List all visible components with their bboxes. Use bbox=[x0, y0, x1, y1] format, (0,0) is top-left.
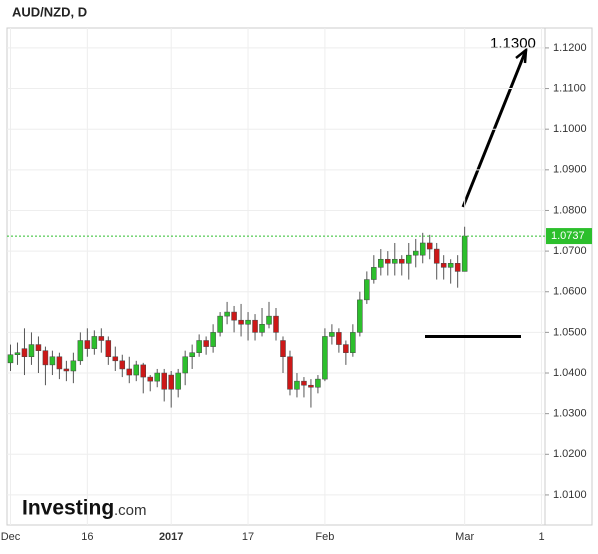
candle-body bbox=[154, 372, 160, 382]
y-tick-label: 1.0100 bbox=[553, 489, 587, 501]
candle-body bbox=[238, 319, 244, 325]
candle-body bbox=[175, 372, 181, 390]
candle-body bbox=[28, 344, 35, 358]
candle-body bbox=[168, 374, 174, 390]
candle-body bbox=[21, 348, 28, 358]
candle-body bbox=[245, 319, 251, 325]
y-tick-label: 1.0500 bbox=[553, 326, 587, 338]
x-tick-label: Dec bbox=[1, 531, 21, 543]
candle-body bbox=[350, 332, 356, 353]
y-tick-label: 1.0700 bbox=[553, 245, 587, 257]
frame bbox=[6, 27, 593, 526]
logo: Investing bbox=[22, 497, 114, 520]
candle-body bbox=[294, 380, 300, 390]
y-tick-label: 1.0200 bbox=[553, 448, 587, 460]
candle-body bbox=[126, 368, 133, 376]
candle-body bbox=[14, 352, 21, 355]
candle-body bbox=[357, 299, 363, 333]
last-price-label: 1.0737 bbox=[551, 230, 585, 242]
candle-body bbox=[133, 364, 140, 376]
candle-body bbox=[273, 315, 279, 333]
candle-body bbox=[112, 356, 119, 362]
candle-body bbox=[231, 311, 237, 321]
candle-body bbox=[70, 360, 77, 372]
candle-body bbox=[49, 356, 56, 366]
candle-body bbox=[147, 376, 153, 382]
candle-body bbox=[98, 336, 105, 341]
last-price-box bbox=[546, 228, 592, 245]
candle-body bbox=[426, 242, 433, 250]
candle-body bbox=[419, 242, 426, 256]
candle-body bbox=[336, 332, 342, 345]
candle-body bbox=[461, 235, 468, 272]
candle-body bbox=[301, 380, 307, 386]
candle-body bbox=[161, 372, 167, 390]
x-tick-label: 2017 bbox=[159, 531, 183, 543]
candle-body bbox=[105, 340, 112, 358]
y-tick-label: 1.0900 bbox=[553, 164, 587, 176]
candle-body bbox=[63, 368, 70, 372]
logo-suffix: .com bbox=[114, 502, 147, 519]
y-tick-label: 1.0400 bbox=[553, 367, 587, 379]
y-tick-label: 1.0300 bbox=[553, 408, 587, 420]
candle-body bbox=[447, 263, 454, 268]
candle-body bbox=[182, 356, 188, 374]
y-tick-label: 1.0800 bbox=[553, 204, 587, 216]
candle-body bbox=[406, 254, 412, 264]
candle-body bbox=[343, 344, 349, 353]
candle-body bbox=[203, 340, 209, 347]
candle-body bbox=[322, 336, 328, 380]
candle-body bbox=[259, 323, 265, 333]
candle-body bbox=[217, 315, 223, 333]
y-tick-label: 1.0600 bbox=[553, 286, 587, 298]
arrow-head bbox=[515, 47, 528, 64]
candle-body bbox=[7, 354, 14, 364]
candle-body bbox=[119, 360, 126, 370]
chart-title: AUD/NZD, D bbox=[12, 4, 87, 19]
candle-body bbox=[433, 248, 440, 264]
candle-body bbox=[287, 356, 293, 390]
candle-body bbox=[378, 258, 384, 268]
x-tick-label: Mar bbox=[455, 531, 474, 543]
arrow bbox=[461, 49, 528, 208]
candle-body bbox=[440, 263, 447, 268]
x-tick-label: Feb bbox=[315, 531, 334, 543]
candle-body bbox=[308, 384, 314, 388]
candle-body bbox=[210, 332, 216, 347]
candle-body bbox=[252, 319, 258, 333]
candle-body bbox=[412, 250, 419, 256]
candle-body bbox=[77, 340, 84, 362]
candle-body bbox=[84, 340, 91, 349]
candle-body bbox=[399, 258, 405, 264]
candle-body bbox=[454, 263, 461, 272]
y-tick-label: 1.1100 bbox=[553, 82, 586, 94]
candle-body bbox=[35, 344, 42, 351]
y-tick-label: 1.1000 bbox=[553, 123, 587, 135]
candle-body bbox=[266, 315, 272, 325]
candle-body bbox=[392, 258, 398, 264]
x-tick-label: 16 bbox=[81, 531, 93, 543]
candle-body bbox=[91, 336, 98, 349]
candle-body bbox=[315, 378, 321, 388]
candle-body bbox=[224, 311, 230, 317]
candle-body bbox=[371, 267, 377, 280]
x-tick-label: 1 bbox=[538, 531, 544, 543]
candle-body bbox=[140, 364, 146, 378]
candle-body bbox=[385, 258, 391, 264]
candle-body bbox=[189, 352, 195, 358]
candle-body bbox=[280, 340, 286, 358]
candle-body bbox=[364, 279, 370, 301]
candle-body bbox=[42, 350, 49, 366]
x-tick-label: 17 bbox=[242, 531, 254, 543]
candle-body bbox=[196, 340, 202, 353]
candle-body bbox=[329, 332, 335, 337]
target-label: 1.1300 bbox=[490, 35, 536, 52]
candle-body bbox=[56, 356, 63, 370]
y-tick-label: 1.1200 bbox=[553, 42, 587, 54]
